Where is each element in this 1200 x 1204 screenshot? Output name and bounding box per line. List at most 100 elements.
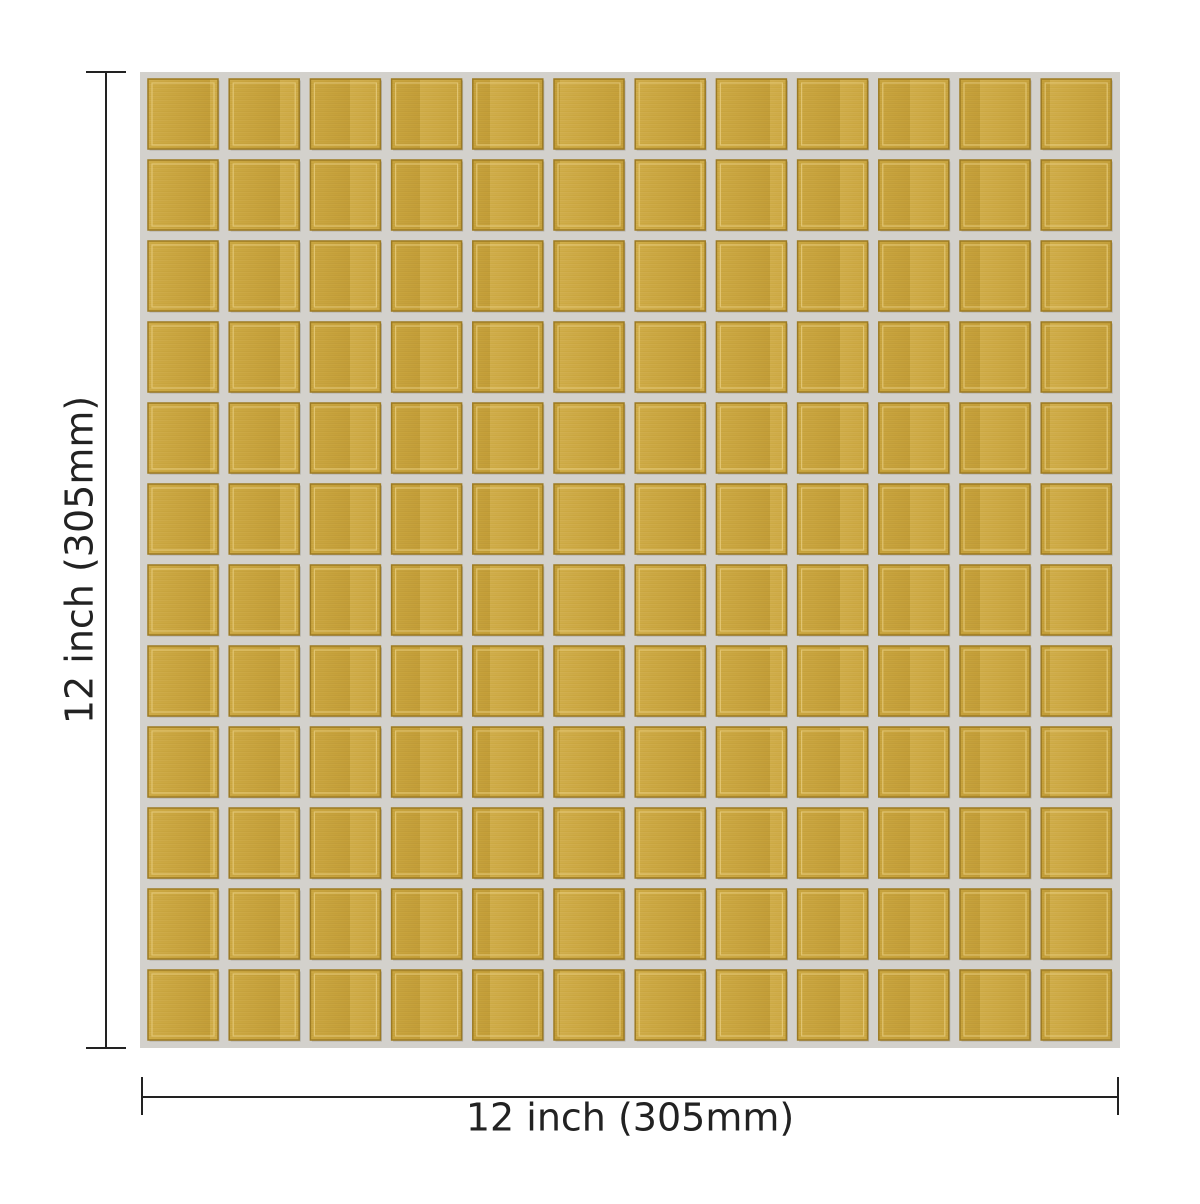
tile [878, 321, 950, 393]
tile [390, 807, 463, 879]
tile [553, 402, 625, 474]
tile-bevel [638, 973, 702, 1037]
tile [309, 645, 382, 717]
tile [309, 78, 382, 150]
tile-bevel [395, 892, 459, 956]
tile-bevel [800, 649, 865, 713]
tile-bevel [476, 973, 540, 1037]
tile-bevel [395, 487, 459, 551]
tile-bevel [1044, 892, 1108, 956]
tile-bevel [476, 892, 540, 956]
tile [472, 888, 544, 960]
tile-bevel [476, 730, 540, 794]
tile-bevel [557, 892, 621, 956]
tile [309, 726, 382, 798]
tile [634, 483, 706, 555]
tile-bevel [557, 82, 621, 146]
tile-bevel [151, 244, 215, 308]
tile-bevel [638, 163, 702, 227]
tile [147, 78, 219, 150]
tile [959, 402, 1031, 474]
tile [309, 483, 382, 555]
tile [228, 807, 300, 879]
tile-bevel [638, 487, 702, 551]
tile [228, 240, 300, 312]
tile [147, 807, 219, 879]
tile-bevel [151, 973, 215, 1037]
tile [959, 483, 1031, 555]
tile-bevel [313, 730, 377, 794]
tile [472, 402, 544, 474]
tile [472, 159, 544, 231]
tile [553, 807, 625, 879]
tile [309, 321, 382, 393]
tile [796, 402, 869, 474]
tile-bevel [882, 325, 946, 389]
tile [553, 78, 625, 150]
tile [228, 645, 300, 717]
tile-bevel [1044, 811, 1108, 875]
tile-bevel [232, 730, 296, 794]
tile-bevel [557, 649, 621, 713]
tile [1040, 645, 1112, 717]
tile [1040, 888, 1112, 960]
tile-bevel [313, 163, 377, 227]
tile-bevel [395, 325, 459, 389]
tile-bevel [476, 568, 540, 632]
tile [878, 78, 950, 150]
tile-bevel [151, 892, 215, 956]
tile-bevel [1044, 730, 1108, 794]
tile [634, 321, 706, 393]
tile [959, 645, 1031, 717]
tile-bevel [800, 82, 865, 146]
tile-bevel [638, 244, 702, 308]
tile-bevel [151, 325, 215, 389]
tile-bevel [557, 973, 621, 1037]
tile-bevel [1044, 325, 1108, 389]
tile [1040, 321, 1112, 393]
tile-bevel [395, 811, 459, 875]
tile-bevel [882, 82, 946, 146]
tile-bevel [963, 973, 1027, 1037]
tile-bevel [476, 811, 540, 875]
tile-bevel [395, 973, 459, 1037]
tile [147, 564, 219, 636]
tile [878, 726, 950, 798]
tile [715, 402, 788, 474]
tile-bevel [1044, 244, 1108, 308]
tile [472, 726, 544, 798]
tile-bevel [557, 811, 621, 875]
tile-bevel [719, 82, 784, 146]
tile [1040, 969, 1112, 1041]
tile [472, 321, 544, 393]
tile-bevel [557, 568, 621, 632]
tile [1040, 78, 1112, 150]
tile-bevel [800, 163, 865, 227]
tile [472, 645, 544, 717]
tile-bevel [395, 163, 459, 227]
tile-bevel [963, 811, 1027, 875]
tile [1040, 159, 1112, 231]
tile-bevel [232, 568, 296, 632]
tile [1040, 564, 1112, 636]
tile [634, 159, 706, 231]
tile [634, 645, 706, 717]
tile [147, 321, 219, 393]
tile-bevel [719, 649, 784, 713]
tile [390, 726, 463, 798]
tile [959, 564, 1031, 636]
tile [796, 564, 869, 636]
tile [959, 969, 1031, 1041]
tile-bevel [800, 244, 865, 308]
tile [715, 321, 788, 393]
tile [634, 726, 706, 798]
tile-bevel [882, 973, 946, 1037]
tile [472, 969, 544, 1041]
tile [147, 969, 219, 1041]
tile [309, 564, 382, 636]
tile-bevel [800, 325, 865, 389]
tile-bevel [638, 82, 702, 146]
tile-bevel [719, 163, 784, 227]
tile [147, 159, 219, 231]
tile [228, 483, 300, 555]
